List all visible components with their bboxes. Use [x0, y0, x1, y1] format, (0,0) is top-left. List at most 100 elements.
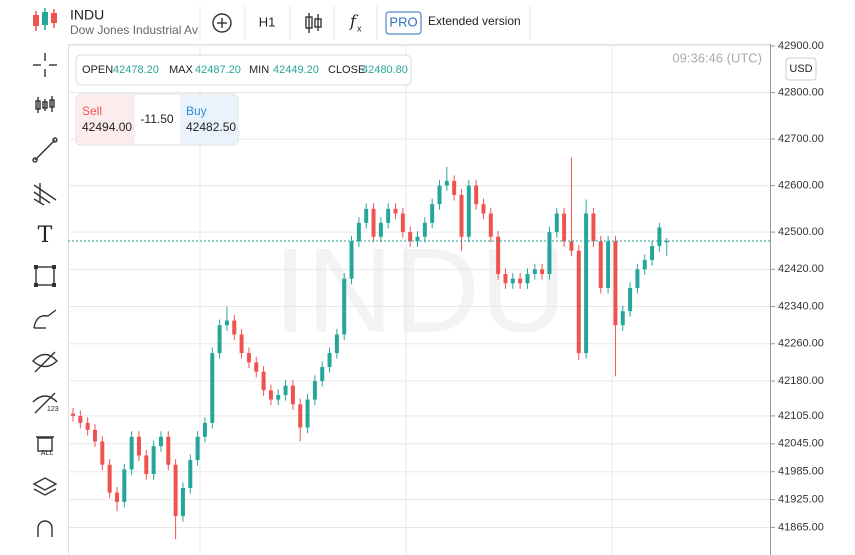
buy-button[interactable]	[180, 95, 237, 144]
hide-drawings-tool[interactable]	[32, 351, 58, 373]
min-value: 42449.20	[273, 64, 319, 76]
chart-type-button[interactable]	[305, 13, 322, 33]
watermark: INDU	[273, 224, 566, 358]
y-tick-label: 42800.00	[778, 86, 824, 98]
symbol-name: Dow Jones Industrial Ave	[70, 23, 205, 37]
candle-body	[232, 320, 237, 335]
candle-body	[452, 180, 457, 195]
candle-body	[371, 208, 376, 237]
y-tick-label: 42340.00	[778, 300, 824, 312]
candle-body	[261, 371, 266, 391]
candle-body	[349, 241, 354, 279]
pro-badge[interactable]	[385, 11, 422, 35]
candle-body	[635, 269, 640, 288]
candle-body	[503, 273, 508, 284]
svg-text:123: 123	[47, 406, 59, 413]
text-tool[interactable]: T	[38, 223, 53, 248]
currency-button[interactable]	[785, 57, 817, 81]
candle-body	[518, 278, 523, 284]
currency[interactable]: USD	[789, 63, 812, 75]
candle-body	[356, 222, 361, 242]
buy-label[interactable]: Buy	[186, 104, 207, 118]
y-tick-label: 42260.00	[778, 338, 824, 350]
hide-indicators-tool[interactable]: 123	[32, 392, 59, 414]
candle-body	[166, 436, 171, 465]
svg-text:x: x	[357, 23, 362, 33]
spread: -11.50	[140, 112, 173, 126]
candle-body	[78, 415, 83, 423]
y-tick-label: 41985.00	[778, 466, 824, 478]
candle-body	[422, 222, 427, 237]
candle-body	[650, 246, 655, 261]
pro-label[interactable]: PRO	[389, 14, 417, 29]
magnet-tool[interactable]	[37, 520, 53, 537]
symbol[interactable]: INDU	[70, 7, 104, 23]
candle-body	[290, 385, 295, 405]
candle-body	[481, 204, 486, 214]
open-value: 42478.20	[113, 64, 159, 76]
candle-body	[569, 241, 574, 251]
y-tick-label: 42105.00	[778, 410, 824, 422]
candle-body	[276, 394, 281, 400]
candle-body	[195, 436, 200, 461]
candle-body	[92, 429, 97, 442]
buy-price[interactable]: 42482.50	[186, 120, 236, 134]
candle-body	[224, 320, 229, 326]
candle-body	[298, 404, 303, 428]
candle-body	[591, 213, 596, 242]
crosshair-tool[interactable]	[33, 53, 57, 77]
candle-body	[202, 422, 207, 437]
y-tick-label: 42700.00	[778, 133, 824, 145]
candle-body	[554, 213, 559, 233]
candle-body	[613, 241, 618, 326]
close-value: 42480.80	[362, 64, 408, 76]
candle-body	[342, 278, 347, 335]
candle-body	[144, 455, 149, 475]
candle-body	[210, 353, 215, 423]
candle-body	[107, 464, 112, 493]
svg-text:ALL: ALL	[41, 450, 54, 457]
candles	[68, 157, 770, 540]
candle-body	[525, 273, 530, 284]
delete-tool[interactable]: ALL	[36, 436, 54, 457]
brush-tool[interactable]	[33, 309, 57, 329]
top-bar	[0, 0, 855, 44]
candle-body	[620, 311, 625, 326]
candle-body	[334, 334, 339, 354]
candles-tool[interactable]	[35, 96, 55, 113]
candle-body	[488, 213, 493, 237]
layers-tool[interactable]	[32, 477, 58, 496]
candle-body	[642, 260, 647, 270]
sell-label[interactable]: Sell	[82, 104, 102, 118]
sell-price[interactable]: 42494.00	[82, 120, 132, 134]
price-axis: 42900.00 42800.00 42700.00 42600.00 42500.00…	[770, 40, 824, 533]
svg-text:f: f	[349, 12, 359, 31]
timeframe-button[interactable]: H1	[259, 14, 276, 29]
add-indicator-button[interactable]	[212, 13, 232, 33]
candle-body	[239, 334, 244, 354]
fib-tool[interactable]	[33, 183, 57, 206]
shape-tool[interactable]	[34, 265, 56, 287]
candle-body	[664, 241, 669, 243]
candle-body	[510, 278, 515, 284]
y-tick-label: 42500.00	[778, 226, 824, 238]
candle-body	[246, 353, 251, 363]
candle-body	[320, 367, 325, 381]
candle-body	[364, 208, 369, 223]
candle-body	[188, 460, 193, 489]
candle-body	[532, 269, 537, 274]
candle-body	[444, 180, 449, 186]
candle-body	[657, 227, 662, 247]
y-tick-label: 42600.00	[778, 179, 824, 191]
trend-line-tool[interactable]	[32, 137, 58, 163]
candle-body	[598, 241, 603, 288]
candle-body	[430, 204, 435, 223]
sell-button[interactable]	[77, 95, 135, 144]
open-label: OPEN	[82, 64, 113, 76]
candle-body	[254, 362, 259, 372]
candle-body	[114, 492, 119, 502]
extended-version[interactable]: Extended version	[428, 14, 521, 28]
